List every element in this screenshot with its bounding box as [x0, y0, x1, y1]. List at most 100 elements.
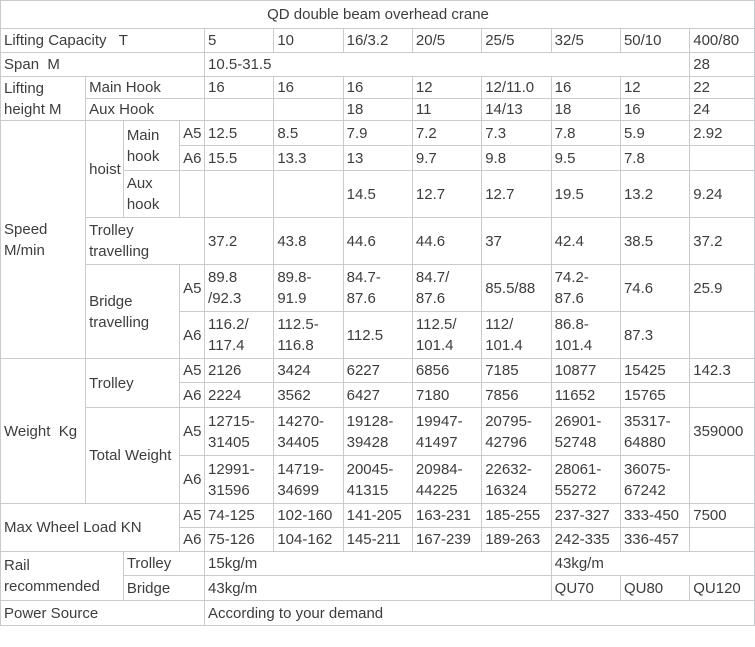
spec-cell: 12.5	[204, 120, 275, 146]
rail-trolley-label: Trolley	[122, 551, 206, 576]
spec-cell: 400/80	[689, 28, 755, 53]
spec-cell: 104-162	[273, 527, 344, 552]
spec-cell: 22632- 16324	[481, 455, 552, 504]
spec-cell: 5.9	[619, 120, 691, 146]
spec-cell	[179, 170, 206, 218]
a5-label: A5	[179, 503, 206, 528]
spec-cell: 12	[411, 76, 483, 99]
spec-cell: 7.8	[619, 145, 691, 171]
spec-cell: 24	[689, 98, 755, 121]
bridge-travelling-label: Bridge travelling	[85, 264, 181, 359]
spec-cell: 7180	[411, 382, 483, 408]
spec-cell: 9.8	[481, 145, 552, 171]
spec-cell: 333-450	[619, 503, 691, 528]
spec-cell: 15kg/m	[204, 551, 552, 576]
total-weight-a6-row: A6 12991- 31596 14719- 34699 20045- 41315 20…	[1, 455, 755, 504]
main-hook-label: Main Hook	[85, 76, 206, 99]
spec-cell	[204, 170, 275, 218]
spec-cell: 5	[204, 28, 275, 53]
a5-label: A5	[179, 358, 206, 383]
max-wheel-load-label: Max Wheel Load KN	[0, 503, 181, 552]
spec-cell: 11652	[550, 382, 621, 408]
hoist-main-hook-label: Main hook	[122, 120, 181, 171]
spec-cell: 12991- 31596	[204, 455, 275, 504]
spec-cell: 75-126	[204, 527, 275, 552]
a6-label: A6	[179, 145, 206, 171]
spec-cell: 11	[411, 98, 483, 121]
spec-cell: 15.5	[204, 145, 275, 171]
a5-label: A5	[179, 407, 206, 456]
a6-label: A6	[179, 382, 206, 408]
spec-cell: 85.5/88	[481, 264, 552, 312]
hoist-main-hook-a5-row: Speed M/min hoist Main hook A5 12.5 8.5 7.9 7.2…	[0, 120, 755, 359]
spec-cell: 50/10	[619, 28, 691, 53]
rail-recommended-label: Rail recommended	[0, 551, 124, 601]
spec-cell: 7185	[481, 358, 552, 383]
weight-trolley-a5-row: Weight Kg Trolley A5 2126 3424 6227 6856 7185 10…	[0, 358, 755, 504]
rail-bridge-row: Bridge 43kg/m QU70 QU80 QU120	[1, 575, 755, 601]
spec-cell: 16	[204, 76, 275, 99]
total-weight-label: Total Weight	[85, 407, 181, 504]
spec-cell: 74.2-87.6	[550, 264, 621, 312]
spec-cell: 112.5	[342, 311, 413, 359]
spec-cell: 37.2	[689, 217, 755, 265]
spec-cell: 20045- 41315	[342, 455, 413, 504]
spec-cell	[689, 527, 755, 552]
spec-cell: 20/5	[411, 28, 483, 53]
spec-cell: 15425	[619, 358, 691, 383]
spec-cell: 87.3	[619, 311, 691, 359]
power-source-row: Power Source According to your demand	[0, 600, 755, 626]
spec-cell	[689, 311, 755, 359]
spec-cell: 6856	[411, 358, 483, 383]
spec-cell: 74-125	[204, 503, 275, 528]
spec-cell: 12/11.0	[481, 76, 552, 99]
power-source-label: Power Source	[0, 600, 206, 626]
table-title: QD double beam overhead crane	[0, 0, 755, 29]
spec-cell: 38.5	[619, 217, 691, 265]
spec-cell: 141-205	[342, 503, 413, 528]
spec-cell: 9.7	[411, 145, 483, 171]
spec-cell: 44.6	[411, 217, 483, 265]
spec-cell: 25/5	[481, 28, 552, 53]
spec-cell: 112.5/ 101.4	[411, 311, 483, 359]
spec-cell: 145-211	[342, 527, 413, 552]
spec-cell: 12715- 31405	[204, 407, 275, 456]
bridge-travelling-a6-row: A6 116.2/ 117.4 112.5- 116.8 112.5 112.5/ 10…	[1, 311, 755, 359]
power-source-value: According to your demand	[204, 600, 755, 626]
spec-cell: 112.5- 116.8	[273, 311, 344, 359]
spec-cell: 16	[273, 76, 344, 99]
spec-cell: 13.2	[619, 170, 691, 218]
spec-cell: 7.8	[550, 120, 621, 146]
max-wheel-load-a6-row: A6 75-126 104-162 145-211 167-239 189-263 242-…	[1, 527, 755, 552]
spec-cell: 28061- 55272	[550, 455, 621, 504]
spec-cell: 14719- 34699	[273, 455, 344, 504]
spec-cell: 22	[689, 76, 755, 99]
spec-cell: 12.7	[411, 170, 483, 218]
spec-cell: 35317- 64880	[619, 407, 691, 456]
spec-cell: 14/13	[481, 98, 552, 121]
a6-label: A6	[179, 527, 206, 552]
spec-cell: 2126	[204, 358, 275, 383]
a5-label: A5	[179, 120, 206, 146]
spec-cell: 16	[550, 76, 621, 99]
lifting-capacity-row: Lifting Capacity T 5 10 16/3.2 20/5 25/5 32/5 5…	[0, 28, 755, 53]
speed-label: Speed M/min	[0, 120, 87, 359]
a6-label: A6	[179, 311, 206, 359]
spec-cell: 16/3.2	[342, 28, 413, 53]
span-label: Span M	[0, 52, 206, 77]
trolley-travelling-label: Trolley travelling	[85, 217, 206, 265]
spec-cell: 7500	[689, 503, 755, 528]
spec-cell: 7.3	[481, 120, 552, 146]
trolley-weight-label: Trolley	[85, 358, 181, 408]
hoist-main-hook-a6-row: A6 15.5 13.3 13 9.7 9.8 9.5 7.8	[1, 145, 755, 171]
spec-cell: 7856	[481, 382, 552, 408]
spec-cell: 16	[619, 98, 691, 121]
spec-cell: 10	[273, 28, 344, 53]
spec-cell: QU120	[689, 575, 755, 601]
total-weight-a5-row: Total Weight A5 12715- 31405 14270- 34405 19…	[1, 407, 755, 504]
spec-cell: 359000	[689, 407, 755, 456]
spec-cell: 89.8 /92.3	[204, 264, 275, 312]
spec-cell: 19947- 41497	[411, 407, 483, 456]
spec-cell	[689, 455, 755, 504]
spec-cell: 32/5	[550, 28, 621, 53]
